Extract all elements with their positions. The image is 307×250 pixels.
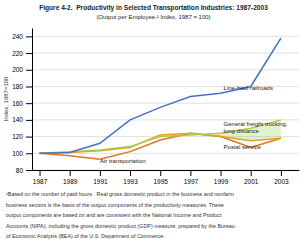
x-tick: 2001 <box>244 170 259 185</box>
y-tick-label: 100 <box>12 150 23 157</box>
y-tick-mark <box>26 86 32 87</box>
x-tick-mark <box>281 170 282 176</box>
x-tick-label: 1991 <box>93 178 108 185</box>
annotation: Line-haul railroads <box>224 85 273 91</box>
y-tick: 240 <box>12 33 32 40</box>
y-tick-mark <box>26 53 32 54</box>
y-tick: 140 <box>12 116 32 123</box>
x-tick: 1989 <box>63 170 78 185</box>
y-tick-label: 240 <box>12 33 23 40</box>
x-tick: 1991 <box>93 170 108 185</box>
annotation: Postal service <box>224 144 262 150</box>
y-tick-mark <box>26 170 32 171</box>
title: Figure 4-2. Productivity in Selected Tra… <box>39 4 268 12</box>
y-tick: 160 <box>12 100 32 107</box>
chart: Figure 4-2. Productivity in Selected Tra… <box>0 0 307 250</box>
footnote-line: ¹Based on the number of paid hours. Real… <box>6 191 235 197</box>
x-tick: 1997 <box>184 170 199 185</box>
footnote-line: output components are based on and are c… <box>6 212 222 218</box>
x-tick-label: 2003 <box>274 178 289 185</box>
x-tick-mark <box>70 170 71 176</box>
y-tick-label: 180 <box>12 83 23 90</box>
y-axis-line <box>32 29 33 171</box>
y-tick: 220 <box>12 50 32 57</box>
grid-line <box>32 53 299 54</box>
y-tick-label: 220 <box>12 50 23 57</box>
grid <box>32 36 299 170</box>
y-tick: 180 <box>12 83 32 90</box>
y-tick: 120 <box>12 133 32 140</box>
grid-line <box>32 36 299 37</box>
x-tick: 1999 <box>214 170 229 185</box>
x-axis-line <box>33 170 300 171</box>
x-tick-label: 1989 <box>63 178 78 185</box>
x-tick-mark <box>190 170 191 176</box>
annotation: General freight trucking,long distance <box>224 121 288 134</box>
x-tick: 1995 <box>153 170 168 185</box>
x-tick-label: 1987 <box>33 178 48 185</box>
plot: 1987 1989 1991 1993 1995 1997 1999 2001 2003 80 10… <box>12 29 299 185</box>
x-tick-label: 1995 <box>153 178 168 185</box>
y-tick-mark <box>26 36 32 37</box>
y-axis: 80 100 120 140 160 180 200 220 240 <box>12 29 32 174</box>
x-tick-label: 1997 <box>184 178 199 185</box>
y-label: Index, 1987=100 <box>3 76 9 122</box>
x-tick-mark <box>40 170 41 176</box>
subtitle: (Output per Employee,¹ Index, 1987 = 100… <box>96 14 210 20</box>
y-tick-label: 120 <box>12 133 23 140</box>
y-tick-label: 200 <box>12 66 23 73</box>
x-tick-label: 2001 <box>244 178 259 185</box>
footnote-line: Accounts (NIPA), including the gross dom… <box>6 223 235 229</box>
grid-line <box>32 69 299 70</box>
grid-line <box>32 170 299 171</box>
footnote-line: business sectors is the basis of the out… <box>6 202 224 208</box>
x-axis: 1987 1989 1991 1993 1995 1997 1999 2001 2003 <box>33 170 300 185</box>
y-tick: 100 <box>12 150 32 157</box>
annotation: Air transportation <box>100 158 146 164</box>
x-tick-mark <box>100 170 101 176</box>
series-line <box>40 38 281 153</box>
x-tick-mark <box>160 170 161 176</box>
annotations: Line-haul railroads General freight truck… <box>100 85 288 165</box>
y-tick-mark <box>26 120 32 121</box>
marks <box>40 38 281 159</box>
footnote-line: of Economic Analysis (BEA) of the U.S. D… <box>6 233 165 239</box>
y-tick-mark <box>26 137 32 138</box>
y-tick: 200 <box>12 66 32 73</box>
x-tick-label: 1999 <box>214 178 229 185</box>
y-tick-mark <box>26 70 32 71</box>
y-tick-mark <box>26 153 32 154</box>
x-tick-mark <box>130 170 131 176</box>
x-tick-mark <box>221 170 222 176</box>
y-tick-label: 140 <box>12 116 23 123</box>
y-tick-mark <box>26 103 32 104</box>
x-tick-label: 1993 <box>123 178 138 185</box>
y-tick-label: 160 <box>12 100 23 107</box>
x-tick: 1993 <box>123 170 138 185</box>
y-tick: 80 <box>16 167 32 174</box>
x-tick: 2003 <box>274 170 289 185</box>
footnote: ¹Based on the number of paid hours. Real… <box>6 191 235 239</box>
grid-line <box>32 103 299 104</box>
y-tick-label: 80 <box>16 167 24 174</box>
x-tick: 1987 <box>33 170 48 185</box>
x-tick-mark <box>251 170 252 176</box>
